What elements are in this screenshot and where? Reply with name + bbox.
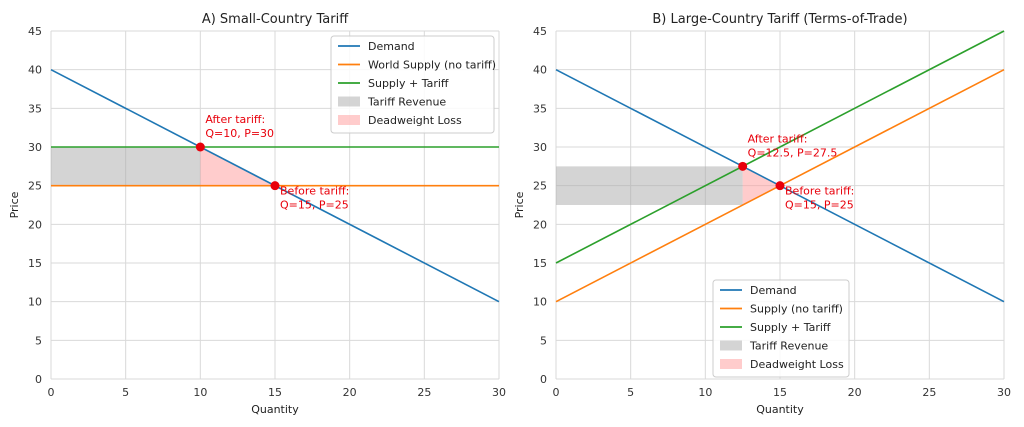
tick-labels: 0 5 10 15 20 25 30 0 5 10 15 20 25 30 35 40 45	[533, 25, 1011, 399]
y-tick-label: 15	[28, 257, 42, 270]
y-tick-label: 45	[28, 25, 42, 38]
x-tick-label: 20	[343, 386, 357, 399]
x-tick-label: 30	[997, 386, 1011, 399]
equilibrium-point	[270, 181, 280, 191]
legend-swatch-patch	[338, 96, 360, 107]
y-tick-label: 10	[533, 296, 547, 309]
legend-swatch-patch	[338, 115, 360, 125]
y-tick-label: 35	[533, 102, 547, 115]
tariff-revenue-area	[51, 147, 201, 186]
y-tick-label: 20	[533, 218, 547, 231]
x-tick-label: 20	[848, 386, 862, 399]
chart-title: A) Small-Country Tariff	[202, 12, 349, 27]
deadweight-loss-area	[742, 166, 780, 205]
y-tick-label: 0	[35, 373, 42, 386]
legend-label: Tariff Revenue	[749, 340, 828, 353]
x-tick-label: 15	[773, 386, 787, 399]
legend: Demand World Supply (no tariff) Supply + T…	[330, 35, 496, 134]
x-tick-label: 15	[268, 386, 282, 399]
y-tick-label: 30	[28, 141, 42, 154]
x-tick-label: 10	[698, 386, 712, 399]
x-tick-label: 10	[193, 386, 207, 399]
legend-label: Tariff Revenue	[367, 96, 446, 109]
legend: Demand Supply (no tariff) Supply + Tariff T…	[712, 279, 850, 378]
legend-label: Demand	[368, 40, 415, 53]
equilibrium-point	[195, 142, 205, 152]
y-tick-label: 15	[533, 257, 547, 270]
y-tick-label: 35	[28, 102, 42, 115]
chart-title: B) Large-Country Tariff (Terms-of-Trade)	[652, 12, 907, 27]
point-annotation: Q=10, P=30	[205, 127, 274, 140]
y-tick-label: 20	[28, 218, 42, 231]
tariff-series-line	[555, 30, 1005, 264]
y-tick-label: 30	[533, 141, 547, 154]
x-axis-label: Quantity	[251, 403, 299, 416]
x-tick-label: 30	[492, 386, 506, 399]
point-annotation: Before tariff:	[785, 185, 854, 198]
equilibrium-points: After tariff:Q=10, P=30 Before tariff:Q=1…	[195, 113, 349, 212]
point-annotation: After tariff:	[748, 132, 808, 145]
legend-label: Demand	[750, 284, 797, 297]
legend-label: Supply (no tariff)	[750, 303, 843, 316]
y-tick-label: 5	[540, 334, 547, 347]
equilibrium-point	[738, 161, 748, 171]
legend-box	[712, 279, 850, 378]
y-tick-label: 45	[533, 25, 547, 38]
legend-label: Supply + Tariff	[750, 321, 831, 334]
x-tick-label: 25	[417, 386, 431, 399]
x-tick-label: 5	[627, 386, 634, 399]
shaded-areas	[556, 166, 780, 205]
y-axis-label: Price	[8, 191, 21, 218]
legend-label: Deadweight Loss	[368, 114, 462, 127]
y-tick-label: 40	[533, 64, 547, 77]
y-axis-label: Price	[513, 191, 526, 218]
legend-swatch-patch	[720, 340, 742, 351]
point-annotation: Before tariff:	[280, 185, 349, 198]
legend-label: Supply + Tariff	[368, 77, 449, 90]
y-tick-label: 40	[28, 64, 42, 77]
legend-label: World Supply (no tariff)	[368, 59, 496, 72]
y-tick-label: 10	[28, 296, 42, 309]
legend-label: Deadweight Loss	[750, 358, 844, 371]
point-annotation: Q=15, P=25	[785, 199, 854, 212]
equilibrium-points: After tariff:Q=12.5, P=27.5 Before tariff…	[738, 132, 854, 212]
point-annotation: Q=15, P=25	[280, 199, 349, 212]
x-tick-label: 5	[122, 386, 129, 399]
y-tick-label: 25	[28, 180, 42, 193]
point-annotation: Q=12.5, P=27.5	[748, 146, 838, 159]
x-tick-label: 25	[922, 386, 936, 399]
y-tick-label: 0	[540, 373, 547, 386]
x-axis-label: Quantity	[756, 403, 804, 416]
legend-swatch-patch	[720, 359, 742, 369]
tick-labels: 0 5 10 15 20 25 30 0 5 10 15 20 25 30 35 40 45	[28, 25, 506, 399]
point-annotation: After tariff:	[205, 113, 265, 126]
panel-small-country: After tariff:Q=10, P=30 Before tariff:Q=1…	[8, 12, 506, 416]
y-tick-label: 5	[35, 334, 42, 347]
legend-box	[330, 35, 495, 134]
panel-large-country: After tariff:Q=12.5, P=27.5 Before tariff…	[513, 12, 1011, 416]
equilibrium-point	[775, 181, 785, 191]
y-tick-label: 25	[533, 180, 547, 193]
x-tick-label: 0	[553, 386, 560, 399]
x-tick-label: 0	[48, 386, 55, 399]
tariff-revenue-area	[556, 166, 743, 205]
